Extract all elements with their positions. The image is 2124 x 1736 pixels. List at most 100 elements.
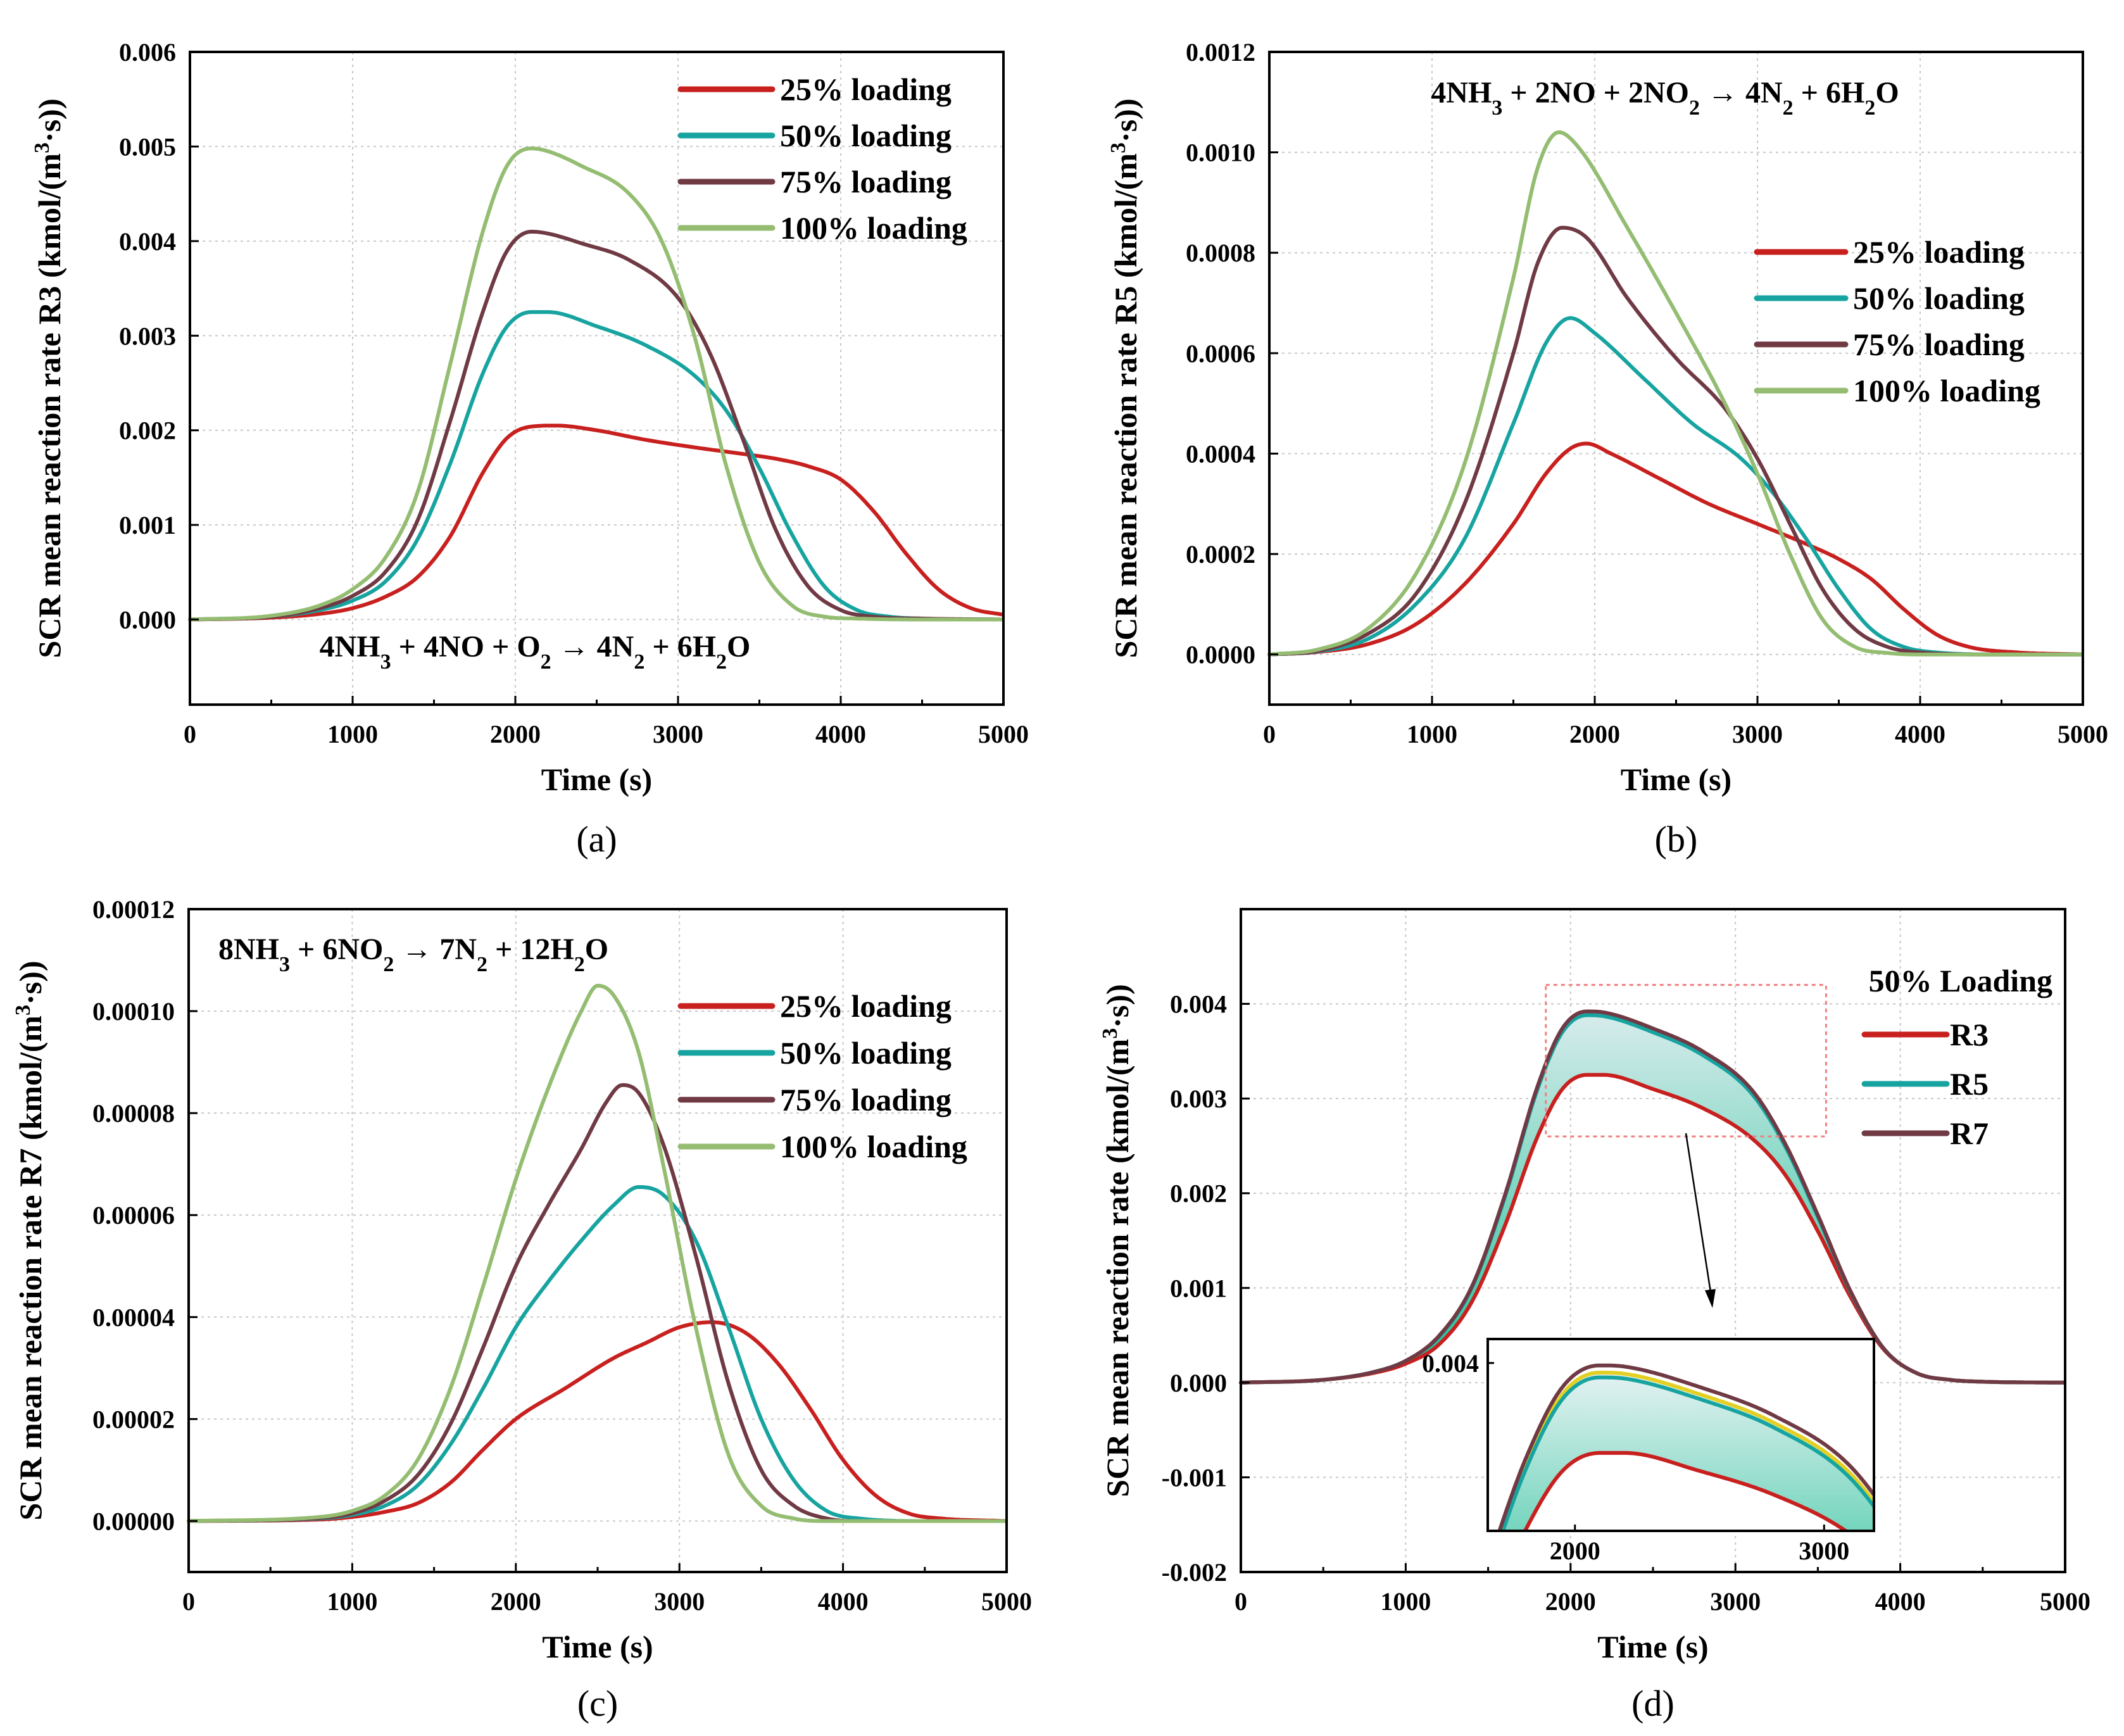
legend-label: 25% loading <box>780 988 952 1024</box>
equation-part: 2 <box>1864 96 1875 120</box>
series-line-r7 <box>1239 1009 2066 1385</box>
inset-series-r5 <box>1500 1375 1874 1531</box>
equation-part: + 4NO + O <box>391 630 541 664</box>
x-axis-label: Time (s) <box>542 1629 653 1664</box>
y-axis-label-part: 3 <box>30 142 54 153</box>
x-tick-label: 0 <box>1263 720 1276 748</box>
x-tick-label: 2000 <box>1545 1587 1596 1616</box>
x-tick-label: 2000 <box>491 1587 541 1616</box>
legend-label: R3 <box>1950 1017 1989 1052</box>
x-tick-label: 0 <box>184 720 196 748</box>
panel-caption: (a) <box>576 819 617 860</box>
x-tick-label: 5000 <box>2058 720 2108 748</box>
equation-part: O <box>585 933 608 966</box>
shaded-band <box>1241 1011 2064 1383</box>
equation-part: 2 <box>383 953 394 976</box>
zoom-arrow <box>1685 1133 1714 1305</box>
y-tick-label: 0.0010 <box>1186 139 1255 167</box>
y-axis-label-part: 3 <box>11 1005 35 1016</box>
x-tick-label: 3000 <box>653 720 703 748</box>
legend-label: 25% loading <box>1853 234 2025 270</box>
y-tick-label: 0.003 <box>1170 1085 1227 1113</box>
series-line-100-loading <box>188 146 1004 622</box>
x-tick-label: 4000 <box>818 1587 869 1616</box>
y-axis-label-part: ·s)) <box>1100 984 1135 1028</box>
y-tick-label: 0.002 <box>1170 1179 1227 1208</box>
series-line-25-loading <box>1267 441 2083 657</box>
reaction-equation: 4NH3 + 4NO + O2 → 4N2 + 6H2O <box>320 630 751 674</box>
x-tick-label: 1000 <box>327 720 378 748</box>
equation-part: 2 <box>477 953 487 976</box>
x-tick-label: 0 <box>1235 1587 1247 1616</box>
y-axis-label-part: ·s)) <box>32 99 67 142</box>
equation-part: 3 <box>380 650 391 674</box>
chart-panel-c: 0 1000 2000 3000 4000 5000 0.00000 0.00002 0.000… <box>11 895 1033 1724</box>
panel-caption: (c) <box>577 1683 618 1724</box>
inset-series-r7 <box>1497 1363 1874 1531</box>
y-axis-label: SCR mean reaction rate (kmol/(m3·s)) <box>1098 984 1136 1497</box>
y-tick-label: 0.001 <box>119 511 176 539</box>
y-tick-label: 0.004 <box>119 227 176 256</box>
grid-lines <box>1269 52 2083 705</box>
equation-part: 2 <box>716 650 727 674</box>
x-axis-label: Time (s) <box>541 762 652 797</box>
reaction-equation: 4NH3 + 2NO + 2NO2 → 4N2 + 6H2O <box>1431 76 1899 120</box>
x-tick-label: 2000 <box>1569 720 1620 748</box>
zoom-arrowhead <box>1705 1289 1716 1308</box>
y-tick-label: 0.004 <box>1170 990 1227 1019</box>
y-tick-label: 0.00008 <box>92 1099 175 1128</box>
equation-part: → 4N <box>1700 76 1783 110</box>
inset-x-tick-label: 3000 <box>1799 1537 1849 1565</box>
legend-title: 50% Loading <box>1869 963 2052 998</box>
legend-label: 50% loading <box>780 1035 952 1071</box>
equation-part: 2 <box>1689 96 1700 120</box>
legend: 25% loading 50% loading 75% loading 100% lo… <box>677 988 967 1164</box>
legend: 25% loading 50% loading 75% loading 100% lo… <box>1754 234 2040 408</box>
legend-label: R5 <box>1950 1066 1989 1102</box>
y-tick-label: 0.00004 <box>92 1303 175 1331</box>
legend-label: 75% loading <box>1853 327 2025 362</box>
inset-x-tick-label: 2000 <box>1550 1537 1600 1565</box>
equation-part: 2 <box>574 953 585 976</box>
y-tick-label: 0.005 <box>119 132 176 161</box>
y-tick-label: 0.00000 <box>92 1507 175 1535</box>
panel-caption: (d) <box>1631 1683 1675 1724</box>
y-axis-label: SCR mean reaction rate R3 (kmol/(m3·s)) <box>30 99 68 658</box>
equation-part: + 6NO <box>290 933 383 966</box>
y-axis-label-part: SCR mean reaction rate R3 (kmol/(m <box>32 153 67 658</box>
y-axis-label-part: SCR mean reaction rate R5 (kmol/(m <box>1108 153 1143 658</box>
equation-part: 8NH <box>218 933 279 966</box>
equation-part: 2 <box>1783 96 1794 120</box>
y-tick-label: 0.00012 <box>92 895 175 924</box>
x-tick-label: 4000 <box>1895 720 1945 748</box>
equation-part: + 12H <box>487 933 574 966</box>
series-line-25-loading <box>188 424 1004 622</box>
x-tick-label: 5000 <box>978 720 1029 748</box>
x-tick-label: 1000 <box>1380 1587 1431 1616</box>
series-line-25-loading <box>187 1320 1007 1523</box>
equation-part: 4NH <box>1431 76 1492 110</box>
x-tick-label: 5000 <box>2040 1587 2090 1616</box>
chart-panel-d: 0 1000 2000 3000 4000 5000 -0.002 -0.001 0.000 0.… <box>1098 908 2090 1724</box>
y-tick-label: -0.001 <box>1162 1463 1227 1492</box>
x-tick-label: 5000 <box>981 1587 1032 1616</box>
equation-part: → 4N <box>551 630 634 664</box>
y-axis-label-part: SCR mean reaction rate (kmol/(m <box>1100 1039 1135 1497</box>
y-tick-label: 0.000 <box>1170 1369 1227 1397</box>
series-line-75-loading <box>188 229 1004 622</box>
reaction-equation: 8NH3 + 6NO2 → 7N2 + 12H2O <box>218 933 608 976</box>
legend-label: 100% loading <box>780 1129 967 1164</box>
equation-part: 3 <box>1492 96 1502 120</box>
equation-part: → 7N <box>394 933 477 966</box>
y-axis-label: SCR mean reaction rate R5 (kmol/(m3·s)) <box>1107 99 1144 658</box>
x-tick-label: 1000 <box>1407 720 1457 748</box>
legend: 50% Loading R3 R5 R7 <box>1861 963 2052 1151</box>
x-tick-label: 3000 <box>1732 720 1783 748</box>
y-axis-label: SCR mean reaction rate R7 (kmol/(m3·s)) <box>11 961 49 1521</box>
chart-panel-a: 0 1000 2000 3000 4000 5000 0.000 0.001 0.002 0.00… <box>30 38 1029 860</box>
y-axis-label-part: 3 <box>1098 1028 1122 1039</box>
legend-label: 100% loading <box>1853 373 2040 408</box>
y-tick-label: 0.00002 <box>92 1405 175 1433</box>
x-tick-label: 0 <box>182 1587 195 1616</box>
